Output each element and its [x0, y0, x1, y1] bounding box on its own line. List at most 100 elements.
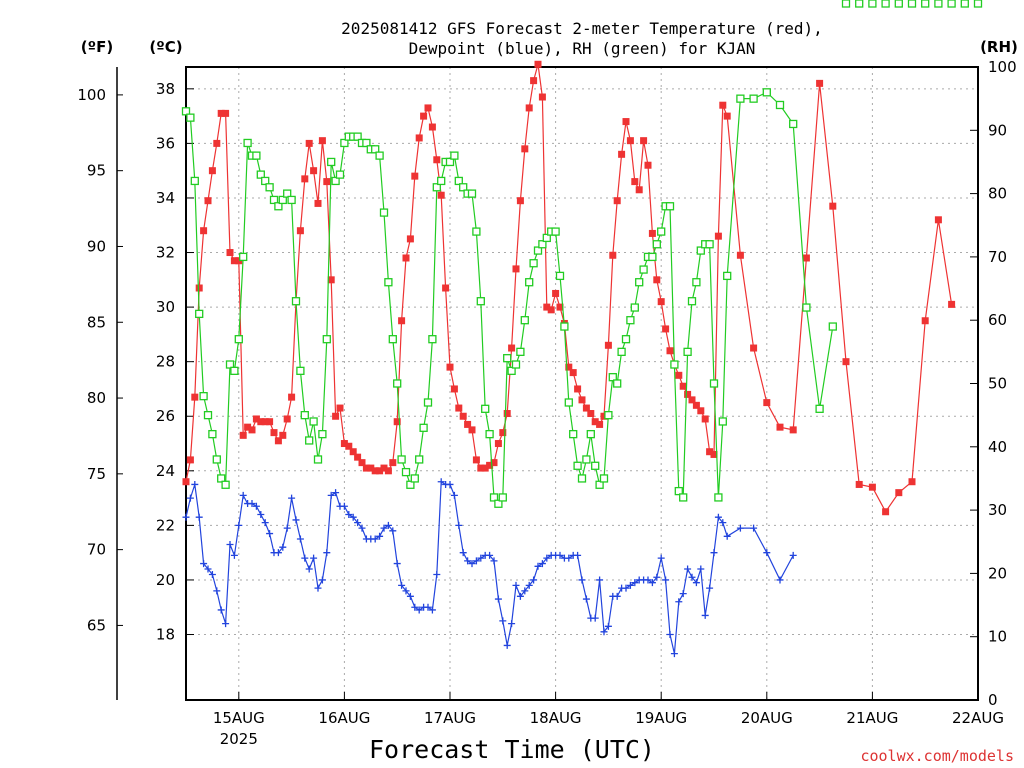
temperature-point	[217, 109, 225, 117]
dewpoint-point	[186, 494, 194, 502]
dewpoint-point	[714, 513, 722, 521]
rh-point	[309, 417, 318, 426]
temperature-point	[459, 412, 467, 420]
rh-tick-label: 70	[988, 248, 1007, 266]
temperature-point	[213, 139, 221, 147]
x-tick-label: 21AUG	[846, 709, 898, 727]
rh-point	[828, 322, 837, 331]
temperature-point	[464, 420, 472, 428]
temperature-point	[587, 410, 595, 418]
temperature-point	[714, 232, 722, 240]
source-credit: coolwx.com/models	[860, 747, 1014, 765]
temperature-point	[512, 265, 520, 273]
dewpoint-point	[345, 510, 353, 518]
rh-point	[855, 0, 864, 8]
dewpoint-point	[239, 491, 247, 499]
rh-point	[217, 474, 226, 483]
rh-point	[331, 176, 340, 186]
rh-point	[437, 176, 446, 186]
dewpoint-point	[670, 650, 678, 658]
temperature-point	[666, 347, 674, 355]
chart-title-line2: Dewpoint (blue), RH (green) for KJAN	[409, 39, 756, 58]
temperature-point	[556, 303, 564, 311]
dewpoint-point	[371, 535, 379, 543]
dewpoint-point	[719, 519, 727, 527]
temperature-point	[310, 167, 318, 175]
dewpoint-point	[301, 554, 309, 562]
temperature-point	[684, 390, 692, 398]
rh-point	[401, 467, 411, 477]
temperature-point	[477, 464, 485, 472]
dewpoint-point	[354, 519, 362, 527]
rh-point	[454, 176, 463, 186]
dewpoint-point	[200, 560, 208, 568]
rh-point	[186, 113, 195, 122]
temperature-point	[424, 104, 432, 112]
rh-point	[195, 309, 204, 319]
dewpoint-point	[631, 579, 639, 587]
rh-point	[379, 208, 389, 217]
rh-point	[313, 455, 323, 464]
x-axis-label: Forecast Time (UTC)	[369, 735, 655, 764]
dewpoint-point	[358, 524, 366, 532]
dewpoint-point	[402, 587, 410, 595]
temperature-point	[635, 186, 643, 194]
temperature-point	[433, 156, 441, 164]
temperature-point	[288, 393, 296, 401]
rh-point	[894, 0, 903, 8]
dewpoint-point	[296, 535, 304, 543]
temperature-point	[842, 358, 850, 366]
rh-point	[921, 0, 930, 8]
temperature-point	[257, 418, 265, 426]
rh-point	[595, 480, 604, 489]
rh-point	[199, 392, 208, 401]
dewpoint-point	[384, 521, 392, 529]
temperature-point	[657, 298, 665, 306]
temperature-point	[816, 79, 824, 87]
rh-point	[503, 354, 512, 363]
rh-point	[318, 429, 327, 439]
rh-point	[635, 278, 644, 287]
x-tick-label: 16AUG	[318, 709, 370, 727]
rh-point	[881, 0, 890, 8]
dewpoint-point	[446, 480, 454, 488]
rh-point	[388, 335, 397, 344]
dewpoint-point	[662, 576, 670, 584]
temperature-point	[468, 426, 476, 434]
rh-point	[639, 265, 648, 274]
rh-point	[608, 373, 617, 382]
dewpoint-point	[310, 554, 318, 562]
dewpoint-point	[596, 576, 604, 584]
rh-point	[340, 138, 349, 148]
temperature-point	[948, 300, 956, 308]
rh-point	[613, 379, 622, 388]
temperature-point	[776, 423, 784, 431]
rh-point	[494, 499, 503, 508]
rh-point	[542, 233, 551, 243]
temperature-point	[279, 431, 287, 439]
rh-point	[604, 410, 613, 420]
dewpoint-point	[195, 513, 203, 521]
temperature-point	[736, 251, 744, 259]
x-tick-label: 20AUG	[741, 709, 793, 727]
temperature-point	[578, 396, 586, 404]
rh-point	[516, 347, 525, 357]
rh-point	[533, 246, 543, 255]
rh-point	[551, 227, 560, 236]
dewpoint-point	[543, 554, 551, 562]
dewpoint-point	[340, 502, 348, 510]
fahrenheit-tick-label: 70	[87, 541, 106, 559]
x-tick-label: 17AUG	[424, 709, 476, 727]
temperature-point	[802, 254, 810, 262]
temperature-point	[208, 167, 216, 175]
temperature-point	[261, 418, 269, 426]
dewpoint-point	[266, 530, 274, 538]
dewpoint-point	[736, 524, 744, 532]
dewpoint-point	[437, 478, 445, 486]
temperature-point	[688, 396, 696, 404]
temperature-point	[723, 112, 731, 120]
temperature-point	[200, 227, 208, 235]
rh-point	[626, 316, 635, 325]
temperature-point	[631, 178, 639, 186]
temperature-point	[305, 139, 313, 147]
